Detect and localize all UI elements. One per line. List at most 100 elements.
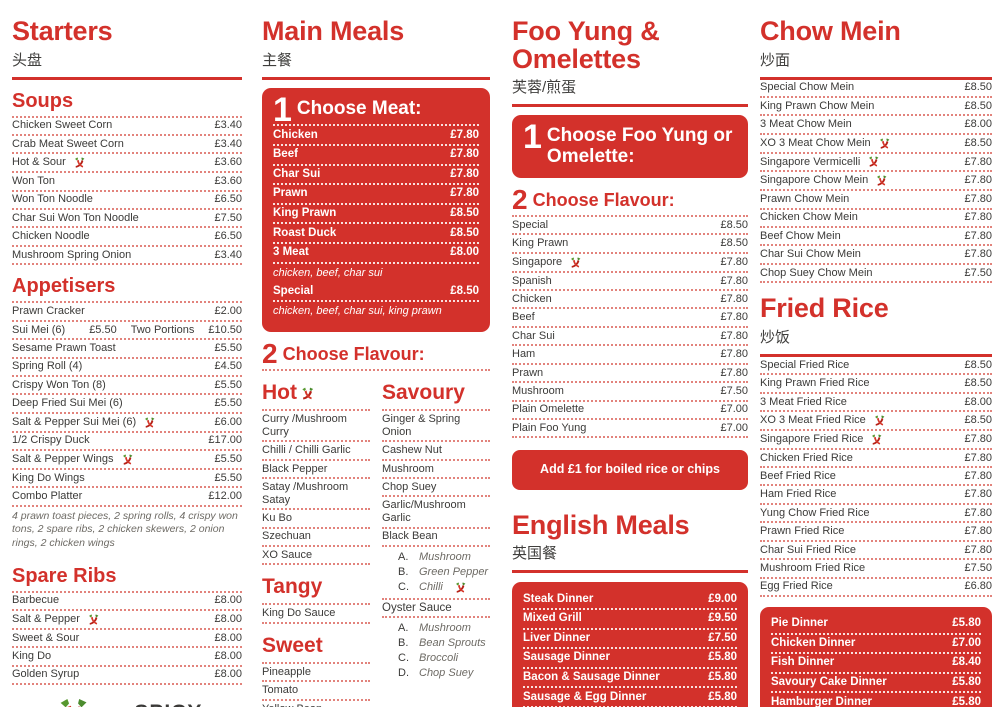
item-name: Salt & Pepper Sui Mei (6): [12, 415, 137, 428]
item-price: £8.00: [214, 631, 242, 644]
item-name: Char Sui: [512, 329, 555, 342]
chili-spicy-icon: [875, 174, 888, 187]
item-price: £6.50: [214, 193, 242, 206]
option-name: Bean Sprouts: [419, 636, 486, 649]
option-letter: D.: [398, 667, 409, 680]
item-name: Steak Dinner: [523, 592, 594, 605]
menu-item-row: Prawn Fried Rice £7.80: [760, 523, 992, 542]
menu-item-row: Mushroom £7.50: [512, 383, 748, 402]
menu-item-line: Salt & Pepper Wings £5.50: [12, 451, 242, 470]
item-price: £8.00: [450, 246, 479, 259]
menu-item-row: Satay /Mushroom Satay: [262, 479, 370, 511]
item-name: Barbecue: [12, 594, 60, 607]
item-name: Spanish: [512, 274, 552, 287]
menu-item-row: Plain Omelette £7.00: [512, 402, 748, 420]
item-price: £7.80: [450, 187, 479, 200]
menu-item-row: King Prawn Chow Mein £8.50: [760, 98, 992, 117]
menu-item-line: Ham Fried Rice £7.80: [760, 486, 992, 505]
choose-meat-box: 1 Choose Meat: Chicken £7.80 Beef £7.80 …: [262, 87, 490, 332]
step-choose-foo-yung: 1 Choose Foo Yung or Omelette:: [523, 120, 737, 168]
menu-item-line: Chicken £7.80: [512, 291, 748, 310]
menu-item-line: 3 Meat £8.00: [273, 244, 479, 264]
item-name: 3 Meat Chow Mein: [760, 118, 852, 131]
menu-item-row: Char Sui £7.80: [512, 328, 748, 347]
menu-item-row: Plain Foo Yung £7.00: [512, 420, 748, 439]
menu-item-row: Beef Chow Mein £7.80: [760, 228, 992, 247]
menu-item-row: Mixed Grill £9.50: [523, 610, 737, 630]
flavour-left-column: Hot Curry /Mushroom Curry Chilli / Chill…: [262, 375, 370, 707]
foo-yung-title: Foo Yung & Omelettes: [512, 17, 748, 73]
menu-item-line: Sausage & Egg Dinner £5.80: [523, 688, 737, 707]
menu-item-line: Satay /Mushroom Satay: [262, 479, 370, 511]
menu-item-line: King Do Wings £5.50: [12, 470, 242, 489]
menu-item-row: Sausage Dinner £5.80: [523, 649, 737, 669]
item-name: Pineapple: [262, 665, 311, 678]
item-name: Salt & Pepper Wings: [12, 453, 114, 466]
menu-item-line: Barbecue £8.00: [12, 593, 242, 611]
item-price: £8.50: [964, 414, 992, 427]
item-price: £7.00: [720, 403, 748, 416]
menu-item-line: Mushroom £7.50: [512, 383, 748, 402]
spare-ribs-heading: Spare Ribs: [12, 564, 117, 587]
item-price: £8.40: [952, 656, 981, 669]
item-price: £8.00: [964, 118, 992, 131]
item-price: £7.80: [964, 451, 992, 464]
item-name: King Prawn: [512, 237, 569, 250]
option-letter: B.: [398, 565, 409, 578]
meat-list: Chicken £7.80 Beef £7.80 Char Sui £7.80: [273, 124, 479, 321]
item-price: £6.80: [964, 580, 992, 593]
item-name: Ginger & Spring Onion: [382, 413, 461, 438]
tangy-heading: Tangy: [262, 575, 370, 606]
menu-item-line: Steak Dinner £9.00: [523, 590, 737, 611]
menu-item-line: Hamburger Dinner £5.80: [771, 693, 981, 707]
option-letter: A.: [398, 550, 409, 563]
item-name: Sesame Prawn Toast: [12, 342, 116, 354]
menu-item-line: Yung Chow Fried Rice £7.80: [760, 505, 992, 524]
option-name: Chilli: [419, 581, 443, 594]
item-name: 3 Meat: [273, 246, 309, 259]
item-name: Chicken Chow Mein: [760, 211, 858, 224]
menu-item-line: Savoury Cake Dinner £5.80: [771, 674, 981, 694]
english-meals-right-box: Pie Dinner £5.80 Chicken Dinner £7.00 Fi…: [760, 606, 992, 707]
chili-spicy-icon: [87, 613, 100, 626]
menu-item-row: Hot & Sour £3.60: [12, 154, 242, 174]
option-letter: B.: [398, 636, 409, 649]
item-name: Crab Meat Sweet Corn: [12, 137, 124, 150]
menu-item-row: Sesame Prawn Toast £5.50: [12, 340, 242, 359]
foo-yung-column: Foo Yung & Omelettes 芙蓉/煎蛋 1 Choose Foo …: [512, 0, 748, 707]
item-name: Deep Fried Sui Mei (6): [12, 397, 123, 410]
item-price: £7.80: [720, 311, 748, 324]
menu-item-line: Combo Platter £12.00: [12, 488, 242, 507]
menu-item-line: 1/2 Crispy Duck £17.00: [12, 433, 242, 451]
flavour-option-row: A. Mushroom: [382, 549, 490, 564]
item-price: £7.50: [964, 562, 992, 575]
hot-list: Curry /Mushroom Curry Chilli / Chilli Ga…: [262, 411, 370, 566]
menu-item-line: Salt & Pepper Sui Mei (6) £6.00: [12, 414, 242, 433]
menu-item-row: Crispy Won Ton (8) £5.50: [12, 377, 242, 396]
item-name: Salt & Pepper: [12, 613, 80, 626]
menu-item-line: XO 3 Meat Fried Rice £8.50: [760, 412, 992, 431]
item-name: Prawn Chow Mein: [760, 193, 850, 206]
menu-item-row: Special Fried Rice £8.50: [760, 357, 992, 376]
item-name: Mushroom: [382, 462, 434, 475]
option-name: Green Pepper: [419, 565, 489, 578]
item-price: £7.80: [450, 128, 479, 141]
menu-item-row: Chop Suey: [382, 479, 490, 498]
menu-item-line: King Do Sauce: [262, 605, 370, 624]
item-price: £7.80: [720, 274, 748, 287]
item-name: Chicken: [512, 292, 552, 305]
menu-item-line: Prawn Fried Rice £7.80: [760, 523, 992, 542]
menu-item-line: Beef Fried Rice £7.80: [760, 468, 992, 487]
item-name: XO Sauce: [262, 548, 313, 561]
chow-mein-title: Chow Mein: [760, 16, 901, 46]
main-meals-chinese-subtitle: 主餐: [262, 51, 293, 69]
item-price: £5.80: [708, 651, 737, 664]
menu-item-row: Savoury Cake Dinner £5.80: [771, 674, 981, 694]
menu-item-line: Chicken £7.80: [273, 126, 479, 147]
item-price: £5.80: [708, 671, 737, 683]
menu-item-line: Chilli / Chilli Garlic: [262, 442, 370, 461]
menu-item-row: Chicken Chow Mein £7.80: [760, 210, 992, 228]
item-price: £5.50: [214, 471, 242, 484]
menu-item-line: Won Ton Noodle £6.50: [12, 192, 242, 210]
menu-item-row: Chicken Fried Rice £7.80: [760, 450, 992, 469]
